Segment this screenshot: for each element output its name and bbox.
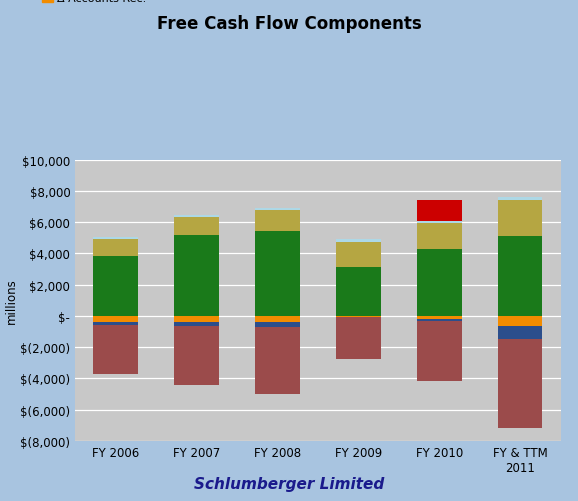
Legend: Net Income, D&A, Δ Accounts Rec., Δ Inventories, Δ Accounts Pay., Questionable C: Net Income, D&A, Δ Accounts Rec., Δ Inve… [42, 0, 435, 4]
Bar [255, 209, 299, 210]
Bar [175, 217, 218, 236]
Bar [498, 198, 542, 201]
Bar [498, 201, 542, 236]
Bar [498, 326, 542, 340]
Bar [336, 240, 380, 242]
Bar [255, 210, 299, 232]
Bar [336, 242, 380, 267]
Bar [175, 323, 218, 326]
Bar [175, 236, 218, 316]
Bar [255, 327, 299, 394]
Bar [175, 215, 218, 217]
Text: Free Cash Flow Components: Free Cash Flow Components [157, 15, 421, 33]
Bar [417, 322, 461, 381]
Bar [94, 240, 138, 256]
Bar [417, 221, 461, 223]
Bar [94, 316, 138, 323]
Bar [94, 237, 138, 240]
Bar [417, 316, 461, 319]
Bar [498, 340, 542, 428]
Bar [94, 326, 138, 374]
Bar [255, 323, 299, 327]
Bar [417, 223, 461, 250]
Bar [94, 323, 138, 326]
Bar [498, 236, 542, 316]
Bar [94, 256, 138, 316]
Bar [336, 318, 380, 360]
Bar [175, 316, 218, 323]
Bar [417, 319, 461, 322]
Bar [255, 316, 299, 323]
Text: Schlumberger Limited: Schlumberger Limited [194, 476, 384, 491]
Bar [336, 267, 380, 316]
Y-axis label: millions: millions [5, 278, 17, 324]
Bar [417, 250, 461, 316]
Bar [255, 232, 299, 316]
Bar [498, 316, 542, 326]
Bar [417, 201, 461, 221]
Bar [336, 316, 380, 318]
Bar [175, 326, 218, 386]
